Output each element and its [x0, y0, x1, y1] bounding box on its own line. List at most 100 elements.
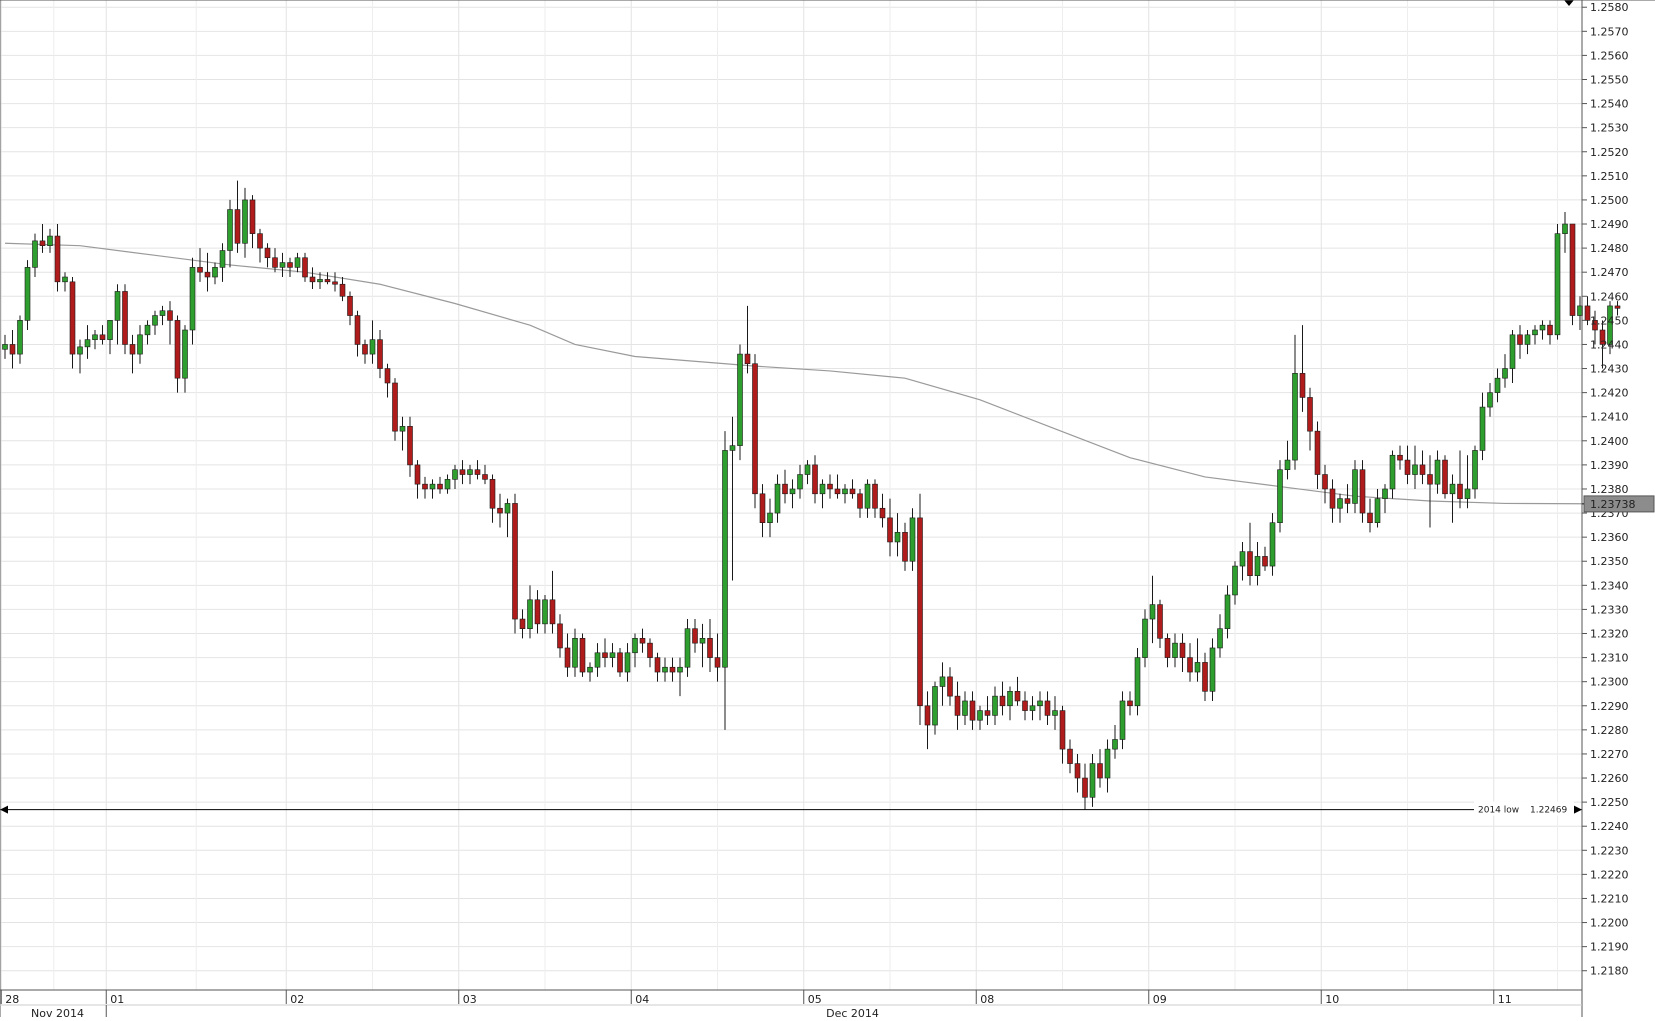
candle — [407, 416, 413, 477]
candle — [527, 585, 533, 639]
candle-body-down — [257, 233, 263, 249]
candle — [437, 476, 443, 494]
candle — [1562, 211, 1568, 253]
candle — [1382, 484, 1388, 514]
candle-body-down — [1404, 459, 1411, 475]
candle — [872, 479, 878, 518]
candle — [302, 252, 308, 282]
candle — [932, 681, 938, 735]
candle — [1254, 541, 1261, 586]
candle-body-up — [864, 483, 871, 509]
candle — [459, 460, 466, 485]
candle — [617, 647, 623, 677]
y-tick-label: 1.2490 — [1590, 218, 1629, 231]
candle — [369, 320, 376, 364]
candle — [1494, 368, 1501, 403]
low-line-label: 2014 low — [1478, 806, 1519, 816]
candle — [144, 320, 151, 345]
candle — [1442, 455, 1448, 499]
candle — [332, 272, 338, 292]
candle-body-down — [917, 517, 923, 707]
x-tick-label: 01 — [110, 993, 124, 1006]
candle — [1367, 498, 1373, 533]
candle-body-down — [1187, 657, 1193, 673]
candle — [1412, 445, 1418, 489]
candle — [557, 614, 563, 658]
candle-body-down — [1329, 488, 1336, 509]
candle-body-down — [332, 281, 338, 285]
y-tick-label: 1.2260 — [1590, 772, 1629, 785]
y-tick-label: 1.2500 — [1590, 194, 1629, 207]
candle-body-down — [414, 464, 421, 485]
candle-body-up — [1532, 329, 1538, 336]
candle-body-up — [1494, 377, 1501, 393]
candle-body-down — [954, 695, 961, 716]
candle — [1104, 739, 1111, 793]
candle-body-up — [1607, 305, 1613, 345]
candle-body-down — [99, 334, 106, 340]
candle — [1322, 464, 1328, 504]
candle — [534, 590, 541, 634]
candle-body-up — [32, 240, 38, 268]
candle — [1389, 450, 1396, 499]
candle — [1352, 460, 1358, 514]
candle-body-down — [1584, 305, 1591, 321]
candle — [579, 633, 586, 677]
candle-body-down — [744, 353, 751, 365]
candle-body-up — [92, 334, 98, 340]
candle — [39, 224, 46, 253]
candle-body-up — [1472, 450, 1478, 490]
candle-body-up — [429, 483, 436, 490]
candle — [77, 339, 83, 374]
candle-body-up — [1554, 233, 1561, 336]
candle-body-down — [669, 666, 676, 673]
candle — [594, 643, 601, 677]
candle — [182, 325, 188, 393]
candle-body-up — [1029, 705, 1036, 711]
candle — [1059, 705, 1066, 764]
candle — [729, 416, 736, 581]
candle-body-down — [1074, 763, 1081, 779]
candle — [1329, 479, 1336, 523]
candle — [1157, 599, 1163, 648]
candle-body-down — [1082, 777, 1088, 798]
candle — [1404, 445, 1411, 485]
y-tick-label: 1.2290 — [1590, 700, 1629, 713]
candle — [939, 662, 946, 706]
candle — [639, 628, 646, 653]
candle — [992, 686, 998, 726]
y-tick-label: 1.2560 — [1590, 49, 1629, 62]
candle — [1539, 320, 1546, 340]
candle-body-down — [302, 257, 308, 278]
candle-body-up — [1112, 739, 1118, 750]
candle-body-up — [797, 474, 803, 490]
candle — [1187, 643, 1193, 682]
y-tick-label: 1.2180 — [1590, 965, 1629, 978]
candle — [1142, 609, 1148, 668]
candle-body-up — [114, 291, 121, 321]
moving-average — [4, 242, 1611, 505]
candle-body-down — [969, 700, 976, 721]
candle-body-up — [444, 479, 451, 490]
candle — [827, 474, 833, 499]
candle-body-down — [752, 363, 758, 495]
moving-average-line — [4, 242, 1611, 505]
candle-body-down — [1247, 551, 1253, 576]
candle-body-down — [422, 483, 428, 490]
x-tick-label: 28 — [5, 993, 19, 1006]
candle-body-down — [204, 271, 211, 278]
candle-body-up — [527, 599, 533, 629]
candle-body-up — [467, 469, 473, 475]
candle — [1359, 460, 1366, 523]
candle — [264, 243, 271, 268]
candle-body-up — [1089, 763, 1096, 798]
candle — [482, 464, 488, 485]
candle-body-down — [902, 532, 908, 562]
candle — [354, 310, 361, 357]
candle-body-down — [879, 507, 886, 519]
candle — [317, 272, 323, 290]
candle — [549, 570, 556, 634]
candle-body-up — [84, 339, 91, 348]
candle-body-down — [1014, 691, 1021, 702]
candle — [767, 498, 773, 538]
